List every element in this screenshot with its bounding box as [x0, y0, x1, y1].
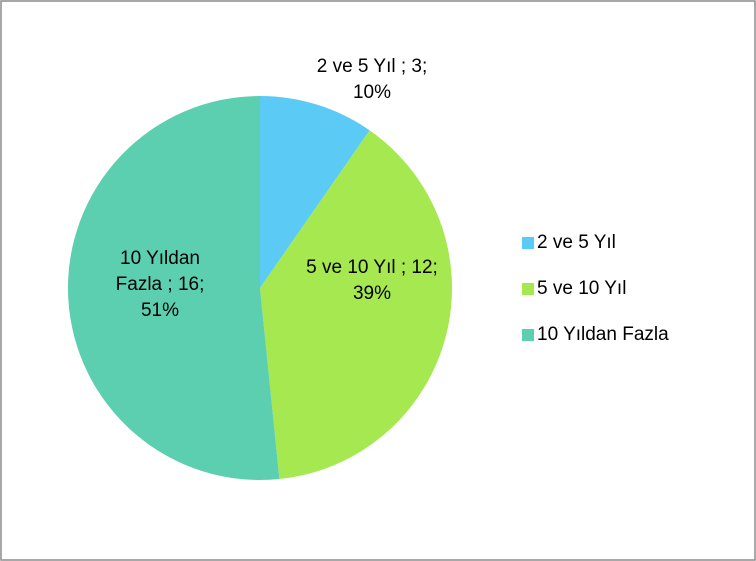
- legend-swatch: [522, 283, 534, 295]
- legend-label: 2 ve 5 Yıl: [537, 232, 616, 253]
- data-label: 2 ve 5 Yıl ; 3; 10%: [316, 56, 428, 103]
- legend-label: 10 Yıldan Fazla: [537, 324, 669, 345]
- legend-swatch: [522, 329, 534, 341]
- pie-slice: [260, 96, 370, 288]
- pie-slice: [260, 130, 453, 480]
- legend-swatch: [522, 237, 534, 249]
- pie-slice: [68, 96, 280, 480]
- legend-label: 5 ve 10 Yıl: [537, 278, 626, 299]
- data-label: 5 ve 10 Yıl ; 12; 39%: [306, 257, 438, 304]
- data-label: 10 Yıldan Fazla ; 16; 51%: [115, 248, 205, 321]
